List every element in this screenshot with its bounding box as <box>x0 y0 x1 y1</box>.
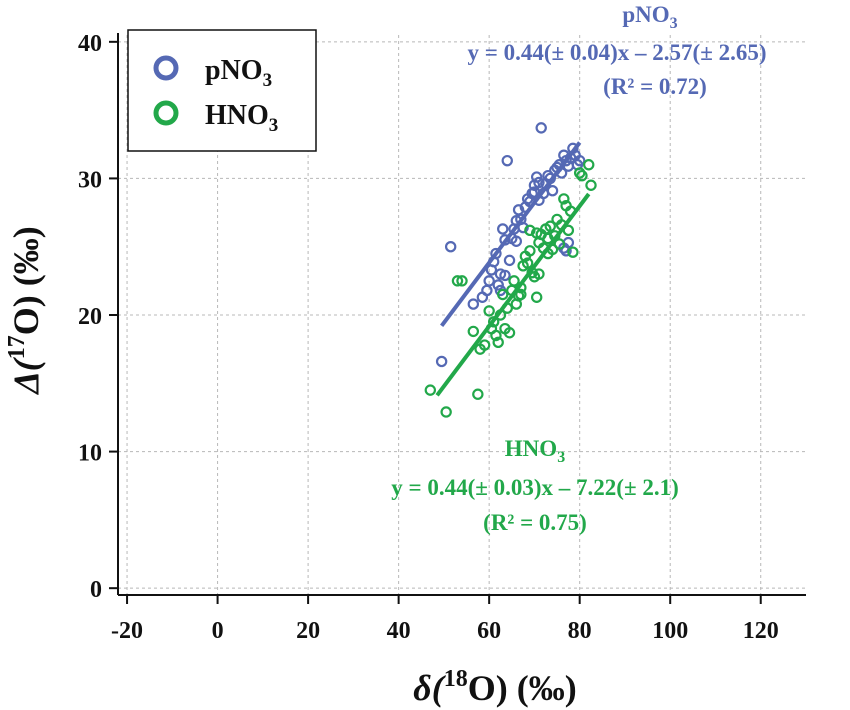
data-point-pno3 <box>490 247 502 260</box>
data-point-hno3 <box>451 275 464 287</box>
data-point-hno3 <box>555 219 568 231</box>
data-point-pno3 <box>528 186 541 198</box>
data-point-pno3 <box>546 185 559 197</box>
annotation-pno3-equation: y = 0.44(± 0.04)x – 2.57(± 2.65) <box>468 40 767 65</box>
data-point-pno3 <box>535 122 547 134</box>
regression-lines <box>435 141 591 397</box>
grid-lines <box>118 35 806 595</box>
data-point-hno3 <box>583 159 595 171</box>
legend: pNO3 HNO3 <box>127 29 317 152</box>
x-tick-label: 40 <box>387 618 411 644</box>
data-point-pno3 <box>517 221 529 234</box>
data-points <box>424 122 597 418</box>
data-point-hno3 <box>515 288 527 301</box>
legend-label-pno3: pNO3 <box>205 55 272 91</box>
data-point-hno3 <box>549 230 561 242</box>
data-point-hno3 <box>501 302 513 314</box>
data-point-pno3 <box>555 167 568 179</box>
data-point-hno3 <box>472 388 484 400</box>
annotation-hno3: HNO3 y = 0.44(± 0.03)x – 7.22(± 2.1) (R²… <box>391 436 679 535</box>
annotation-pno3-title: pNO3 <box>622 2 677 32</box>
data-point-pno3 <box>492 279 504 291</box>
data-point-pno3 <box>444 241 457 253</box>
data-point-hno3 <box>585 179 597 191</box>
data-point-hno3 <box>485 322 498 335</box>
data-point-pno3 <box>467 298 480 310</box>
data-point-hno3 <box>483 305 495 317</box>
data-point-hno3 <box>530 291 543 303</box>
x-axis-title: δ(18O) (‰) <box>413 666 576 708</box>
data-point-pno3 <box>510 235 523 247</box>
x-tick-label: 100 <box>652 618 688 644</box>
annotation-hno3-title: HNO3 <box>505 436 565 466</box>
data-point-pno3 <box>503 254 516 267</box>
data-point-pno3 <box>567 142 579 155</box>
data-point-hno3 <box>567 246 579 258</box>
legend-box <box>127 29 317 152</box>
legend-label-hno3: HNO3 <box>205 100 278 136</box>
data-point-hno3 <box>521 257 534 269</box>
data-point-hno3 <box>467 325 480 338</box>
data-point-hno3 <box>478 339 491 351</box>
data-point-hno3 <box>524 245 536 257</box>
data-point-pno3 <box>542 169 554 182</box>
data-point-hno3 <box>558 193 570 205</box>
annotation-pno3-r2: (R² = 0.72) <box>603 74 707 99</box>
x-tick-label: 60 <box>477 618 501 644</box>
y-tick-label: 10 <box>78 441 102 467</box>
data-point-hno3 <box>573 167 586 179</box>
data-point-hno3 <box>503 327 516 339</box>
annotation-pno3: pNO3 y = 0.44(± 0.04)x – 2.57(± 2.65) (R… <box>468 2 767 99</box>
data-point-pno3 <box>501 154 513 167</box>
data-point-hno3 <box>553 238 566 250</box>
data-point-pno3 <box>499 234 511 246</box>
x-axis-ticks: -20 0 20 40 60 80 100 120 <box>111 595 779 644</box>
y-tick-label: 30 <box>78 167 102 193</box>
y-axis-ticks: 0 10 20 30 40 <box>78 31 118 603</box>
data-point-pno3 <box>533 194 545 206</box>
y-tick-label: 0 <box>90 577 102 603</box>
data-point-hno3 <box>494 309 507 321</box>
data-point-hno3 <box>424 384 437 396</box>
data-point-hno3 <box>544 220 556 232</box>
data-point-pno3 <box>544 172 556 185</box>
y-tick-label: 40 <box>78 31 102 57</box>
x-tick-label: 80 <box>568 618 592 644</box>
y-axis-title: Δ(17O) (‰) <box>4 226 46 396</box>
data-point-pno3 <box>481 284 493 297</box>
annotation-hno3-equation: y = 0.44(± 0.03)x – 7.22(± 2.1) <box>391 475 679 500</box>
data-point-pno3 <box>533 176 545 189</box>
data-point-hno3 <box>515 281 527 294</box>
data-point-hno3 <box>542 232 554 245</box>
data-point-hno3 <box>508 275 520 287</box>
data-point-hno3 <box>492 336 504 349</box>
data-point-hno3 <box>456 275 468 287</box>
x-tick-label: 120 <box>743 618 779 644</box>
annotation-hno3-r2: (R² = 0.75) <box>483 510 587 535</box>
data-point-hno3 <box>497 288 509 301</box>
legend-marker-hno3 <box>153 100 179 126</box>
data-point-hno3 <box>562 224 575 237</box>
data-point-hno3 <box>564 205 577 217</box>
data-point-pno3 <box>558 149 570 161</box>
legend-marker-pno3 <box>153 55 179 81</box>
data-point-hno3 <box>487 316 500 328</box>
data-point-pno3 <box>573 154 586 167</box>
data-point-hno3 <box>542 247 554 260</box>
data-point-hno3 <box>440 406 452 418</box>
data-point-pno3 <box>497 223 509 235</box>
data-point-pno3 <box>483 275 495 287</box>
y-tick-label: 20 <box>78 304 102 330</box>
data-point-hno3 <box>524 224 536 237</box>
x-tick-label: -20 <box>111 618 143 644</box>
x-tick-label: 20 <box>296 618 320 644</box>
data-point-hno3 <box>533 268 545 280</box>
data-point-pno3 <box>499 269 511 282</box>
data-point-pno3 <box>435 355 448 368</box>
data-point-hno3 <box>576 169 588 182</box>
x-tick-label: 0 <box>212 618 224 644</box>
data-point-pno3 <box>530 171 543 183</box>
